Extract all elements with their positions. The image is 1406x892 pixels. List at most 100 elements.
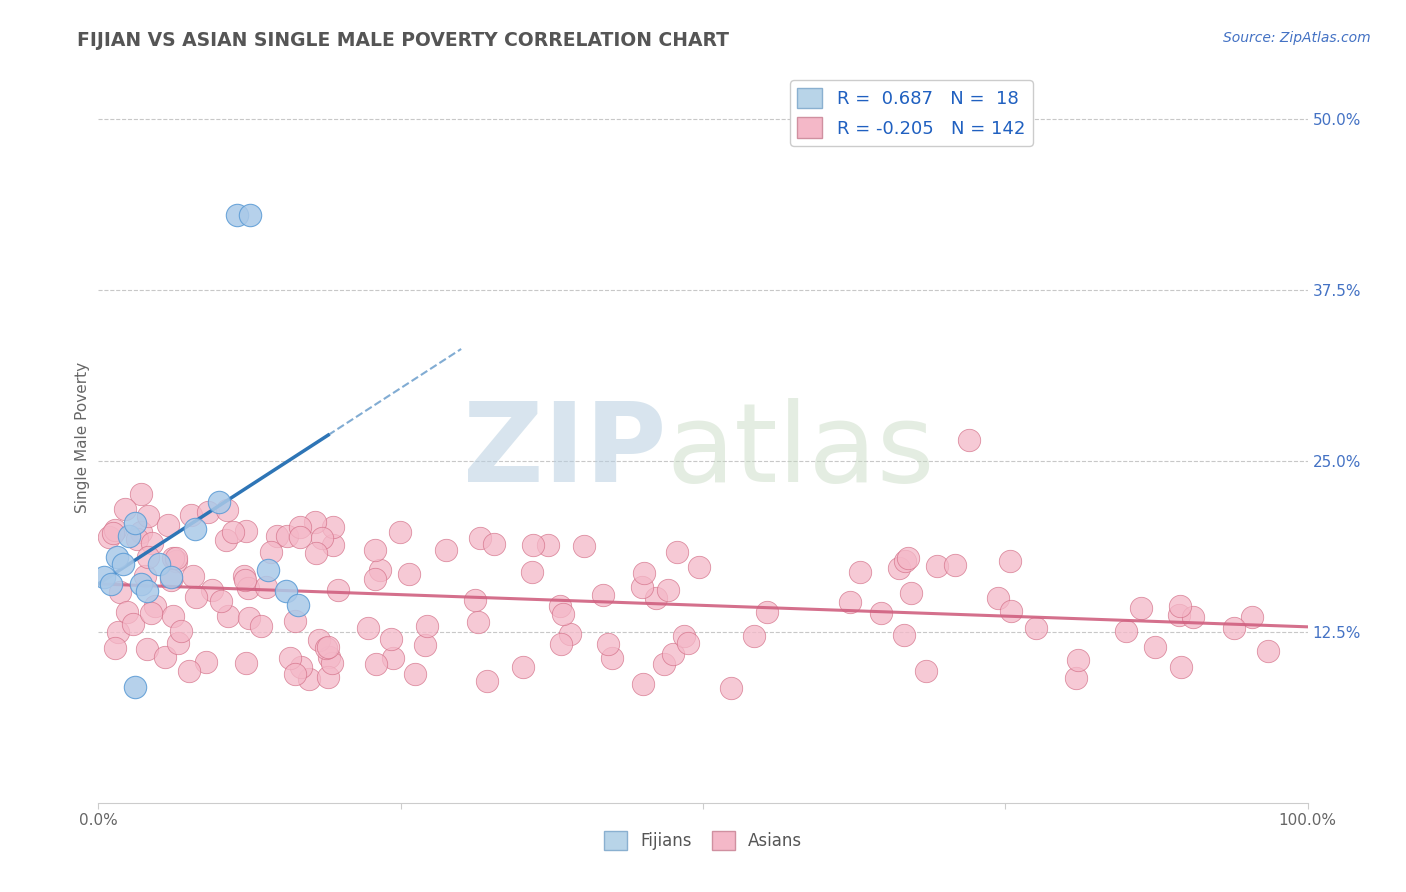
Point [104, 640, 127, 655]
Point [925, 558, 948, 573]
Point [308, 633, 330, 648]
Point [998, 554, 1021, 568]
Point [136, 549, 159, 564]
Point [666, 544, 689, 558]
Point [104, 523, 127, 537]
Point [127, 532, 149, 546]
Point [869, 606, 891, 620]
Point [287, 598, 309, 612]
Point [162, 550, 184, 565]
Point [184, 590, 207, 604]
Point [118, 529, 141, 543]
Point [633, 566, 655, 581]
Point [470, 531, 492, 545]
Point [93, 570, 115, 584]
Point [155, 649, 177, 664]
Point [124, 680, 146, 694]
Point [1066, 652, 1088, 666]
Point [284, 666, 307, 681]
Point [673, 628, 696, 642]
Point [915, 665, 938, 679]
Point [1115, 624, 1137, 638]
Point [235, 656, 257, 670]
Point [195, 655, 218, 669]
Point [177, 664, 200, 678]
Point [249, 618, 271, 632]
Point [157, 518, 180, 533]
Point [551, 607, 574, 621]
Point [136, 641, 159, 656]
Point [318, 649, 340, 664]
Point [305, 546, 328, 560]
Point [288, 520, 311, 534]
Point [108, 584, 131, 599]
Point [276, 529, 298, 543]
Point [236, 582, 259, 596]
Point [215, 533, 238, 547]
Point [1181, 609, 1204, 624]
Point [1170, 659, 1192, 673]
Legend: Fijians, Asians: Fijians, Asians [598, 824, 808, 856]
Point [364, 543, 387, 558]
Point [180, 508, 202, 522]
Point [222, 524, 245, 539]
Point [278, 650, 301, 665]
Point [657, 583, 679, 598]
Point [217, 502, 239, 516]
Point [98, 530, 121, 544]
Point [592, 588, 614, 602]
Text: Source: ZipAtlas.com: Source: ZipAtlas.com [1223, 31, 1371, 45]
Point [434, 543, 457, 558]
Point [894, 554, 917, 568]
Point [239, 208, 262, 222]
Point [141, 536, 163, 550]
Point [987, 591, 1010, 606]
Point [290, 659, 312, 673]
Point [122, 617, 145, 632]
Point [893, 628, 915, 642]
Point [160, 570, 183, 584]
Point [1240, 610, 1263, 624]
Point [165, 551, 187, 566]
Point [366, 657, 388, 671]
Point [550, 637, 572, 651]
Point [368, 563, 391, 577]
Point [662, 647, 685, 661]
Point [260, 545, 283, 559]
Point [238, 611, 260, 625]
Point [233, 569, 256, 583]
Point [512, 660, 534, 674]
Point [688, 560, 710, 574]
Point [209, 594, 232, 608]
Point [537, 538, 560, 552]
Point [600, 651, 623, 665]
Point [849, 565, 872, 579]
Point [148, 557, 170, 571]
Point [129, 486, 152, 500]
Text: FIJIAN VS ASIAN SINGLE MALE POVERTY CORRELATION CHART: FIJIAN VS ASIAN SINGLE MALE POVERTY CORR… [77, 31, 730, 50]
Point [322, 538, 344, 552]
Point [136, 509, 159, 524]
Point [143, 599, 166, 614]
Point [124, 516, 146, 530]
Point [676, 636, 699, 650]
Y-axis label: Single Male Poverty: Single Male Poverty [75, 361, 90, 513]
Point [114, 501, 136, 516]
Point [283, 615, 305, 629]
Point [170, 624, 193, 639]
Point [322, 520, 344, 534]
Point [520, 565, 543, 579]
Point [357, 621, 380, 635]
Point [139, 606, 162, 620]
Point [1223, 621, 1246, 635]
Point [742, 629, 765, 643]
Point [720, 681, 742, 695]
Point [165, 553, 187, 567]
Point [631, 580, 654, 594]
Point [382, 650, 405, 665]
Point [316, 670, 339, 684]
Point [398, 566, 420, 581]
Point [135, 583, 157, 598]
Point [482, 537, 505, 551]
Point [897, 550, 920, 565]
